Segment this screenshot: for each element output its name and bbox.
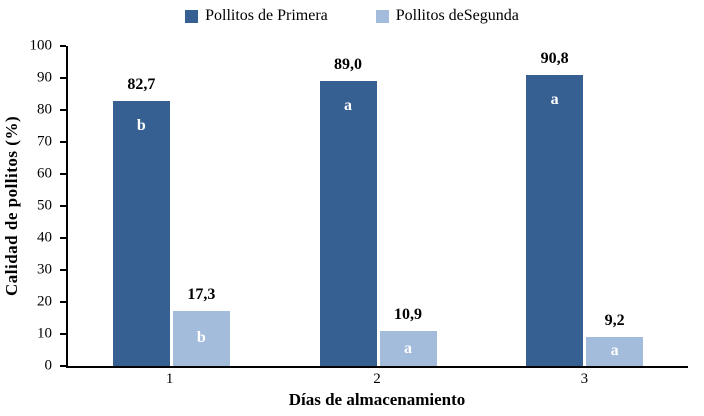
bar-significance-letter: b [136, 117, 146, 135]
y-tick-label: 60 [37, 165, 52, 182]
bar-series-1: 82,7 b [112, 76, 170, 366]
bar-groups: 82,7 b 17,3 b 89,0 a 10,9 a 90,8 a 9,2 a [68, 46, 688, 366]
legend-item: Pollitos de Primera [185, 7, 328, 25]
legend: Pollitos de Primera Pollitos deSegunda [0, 7, 704, 25]
bar-value-label: 82,7 [127, 76, 156, 94]
bar-significance-letter: a [550, 91, 559, 109]
y-axis-ticks: 0 10 20 30 40 50 60 70 80 90 100 [16, 38, 58, 373]
y-tick-label: 100 [29, 37, 53, 54]
y-tick-mark [60, 365, 66, 367]
y-tick-mark [60, 45, 66, 47]
x-tick-label: 2 [373, 371, 381, 387]
bar-series-1: 89,0 a [319, 56, 377, 366]
x-tick-label: 1 [165, 371, 174, 387]
y-tick-mark [60, 173, 66, 175]
bar-value-label: 9,2 [604, 311, 625, 329]
y-tick-label: 90 [37, 69, 52, 86]
y-tick-mark [60, 205, 66, 207]
y-tick-label: 20 [37, 293, 52, 310]
y-tick-label: 0 [44, 357, 53, 374]
bar-significance-letter: a [404, 339, 412, 357]
legend-label: Pollitos de Primera [205, 7, 328, 24]
y-tick-label: 30 [37, 261, 52, 278]
legend-swatch-icon [375, 9, 389, 23]
bar-group: 89,0 a 10,9 a [275, 46, 482, 366]
legend-label: Pollitos deSegunda [395, 7, 519, 24]
bar-series-2: 9,2 a [586, 312, 644, 366]
bar-significance-letter: b [196, 329, 206, 347]
y-tick-mark [60, 109, 66, 111]
bar-significance-letter: a [610, 342, 619, 360]
bar-value-label: 17,3 [187, 285, 216, 303]
y-tick-mark [60, 141, 66, 143]
y-tick-mark [60, 237, 66, 239]
bar-value-label: 10,9 [394, 306, 422, 324]
legend-item: Pollitos deSegunda [375, 7, 519, 25]
legend-swatch-icon [185, 9, 199, 23]
x-axis-ticks: 1 2 3 [66, 371, 688, 388]
bar-series-2: 10,9 a [379, 306, 437, 366]
bar-group: 90,8 a 9,2 a [481, 46, 688, 366]
y-tick-label: 10 [37, 325, 52, 342]
bar-value-label: 89,0 [334, 56, 362, 74]
y-tick-label: 40 [37, 229, 52, 246]
bar-group: 82,7 b 17,3 b [68, 46, 275, 366]
y-tick-label: 80 [37, 101, 52, 118]
plot-area: 82,7 b 17,3 b 89,0 a 10,9 a 90,8 a 9,2 a [60, 45, 688, 368]
y-tick-label: 50 [37, 197, 52, 214]
bar-series-1: 90,8 a [526, 50, 584, 366]
y-tick-mark [60, 333, 66, 335]
y-tick-mark [60, 301, 66, 303]
x-tick-label: 3 [580, 371, 589, 387]
bar-significance-letter: a [344, 97, 352, 115]
bar-series-2: 17,3 b [172, 286, 230, 366]
x-axis-label: Días de almacenamiento [288, 390, 466, 409]
y-tick-mark [60, 269, 66, 271]
y-tick-mark [60, 77, 66, 79]
bar-value-label: 90,8 [540, 50, 569, 68]
y-tick-label: 70 [37, 133, 52, 150]
